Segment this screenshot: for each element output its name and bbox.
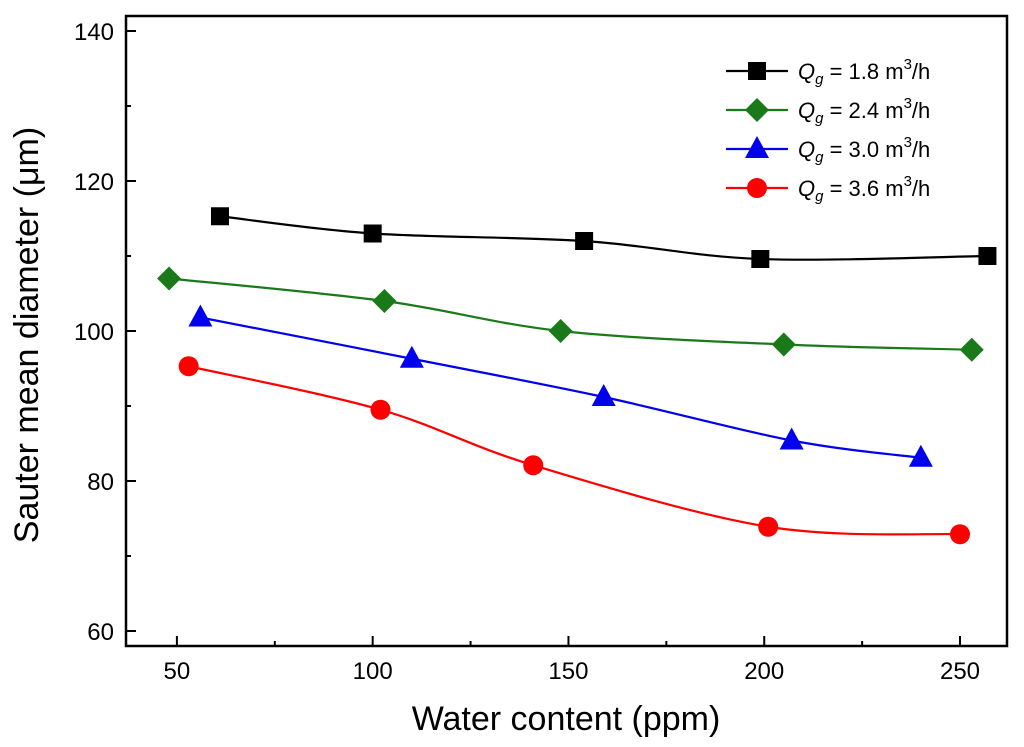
legend-label: Qg = 3.6 m3/h bbox=[798, 173, 930, 205]
data-point bbox=[523, 455, 544, 476]
legend-marker bbox=[745, 98, 769, 122]
data-point bbox=[771, 332, 796, 357]
series-3 bbox=[188, 304, 933, 467]
legend: Qg = 1.8 m3/h Qg = 2.4 m3/h Qg = 3.0 m3/h Q… bbox=[726, 56, 930, 205]
x-tick-label: 100 bbox=[353, 658, 393, 685]
x-tick-label: 50 bbox=[164, 658, 191, 685]
series-line bbox=[200, 316, 922, 459]
x-tick-label: 250 bbox=[940, 658, 980, 685]
legend-label: Qg = 2.4 m3/h bbox=[798, 95, 930, 127]
data-point bbox=[908, 444, 933, 467]
legend-entry: Qg = 3.6 m3/h bbox=[726, 173, 930, 205]
data-point bbox=[157, 266, 182, 291]
legend-entry: Qg = 3.0 m3/h bbox=[726, 134, 930, 166]
data-point bbox=[548, 319, 573, 343]
legend-label: Qg = 3.0 m3/h bbox=[798, 134, 930, 166]
data-point bbox=[575, 232, 594, 250]
series-2 bbox=[157, 266, 984, 362]
y-tick-label: 80 bbox=[87, 469, 114, 496]
data-point bbox=[978, 247, 997, 265]
data-point bbox=[188, 304, 213, 327]
y-axis-title: Sauter mean diameter (μm) bbox=[8, 127, 46, 543]
series-4 bbox=[178, 356, 971, 545]
y-tick-label: 140 bbox=[74, 19, 114, 46]
x-tick-label: 200 bbox=[744, 658, 784, 685]
data-point bbox=[363, 224, 382, 243]
x-tick-label: 150 bbox=[548, 658, 588, 685]
data-point bbox=[751, 250, 770, 268]
series-group bbox=[157, 207, 997, 545]
legend-label: Qg = 1.8 m3/h bbox=[798, 56, 930, 88]
data-point bbox=[779, 427, 804, 450]
y-tick-label: 100 bbox=[74, 319, 114, 346]
data-point bbox=[758, 516, 779, 537]
data-point bbox=[950, 524, 971, 545]
data-point bbox=[372, 289, 397, 313]
data-point bbox=[210, 207, 229, 226]
legend-entry: Qg = 1.8 m3/h bbox=[726, 56, 930, 88]
data-point bbox=[178, 356, 199, 377]
y-tick-label: 120 bbox=[74, 169, 114, 196]
legend-marker bbox=[748, 62, 766, 80]
data-point bbox=[591, 384, 616, 406]
legend-entry: Qg = 2.4 m3/h bbox=[726, 95, 930, 127]
data-point bbox=[959, 337, 984, 362]
data-point bbox=[399, 345, 424, 368]
series-1 bbox=[210, 207, 997, 268]
axes: 50 100 150 200 250 60 80 100 120 140 bbox=[74, 14, 1009, 685]
legend-marker bbox=[745, 136, 769, 158]
y-tick-label: 60 bbox=[87, 619, 114, 646]
legend-marker bbox=[747, 178, 767, 198]
data-point bbox=[370, 399, 391, 420]
series-line bbox=[219, 215, 988, 261]
x-axis-title: Water content (ppm) bbox=[412, 700, 721, 738]
series-line bbox=[168, 277, 972, 351]
